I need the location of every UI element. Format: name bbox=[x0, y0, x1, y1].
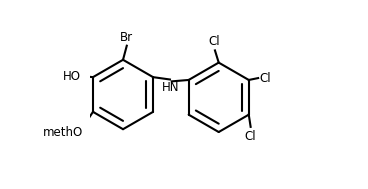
Text: Cl: Cl bbox=[245, 130, 256, 143]
Text: methO: methO bbox=[42, 126, 83, 139]
Text: Cl: Cl bbox=[208, 35, 220, 48]
Text: HO: HO bbox=[63, 70, 81, 83]
Text: Cl: Cl bbox=[259, 72, 271, 85]
Text: HN: HN bbox=[162, 81, 180, 94]
Text: Br: Br bbox=[120, 31, 133, 44]
